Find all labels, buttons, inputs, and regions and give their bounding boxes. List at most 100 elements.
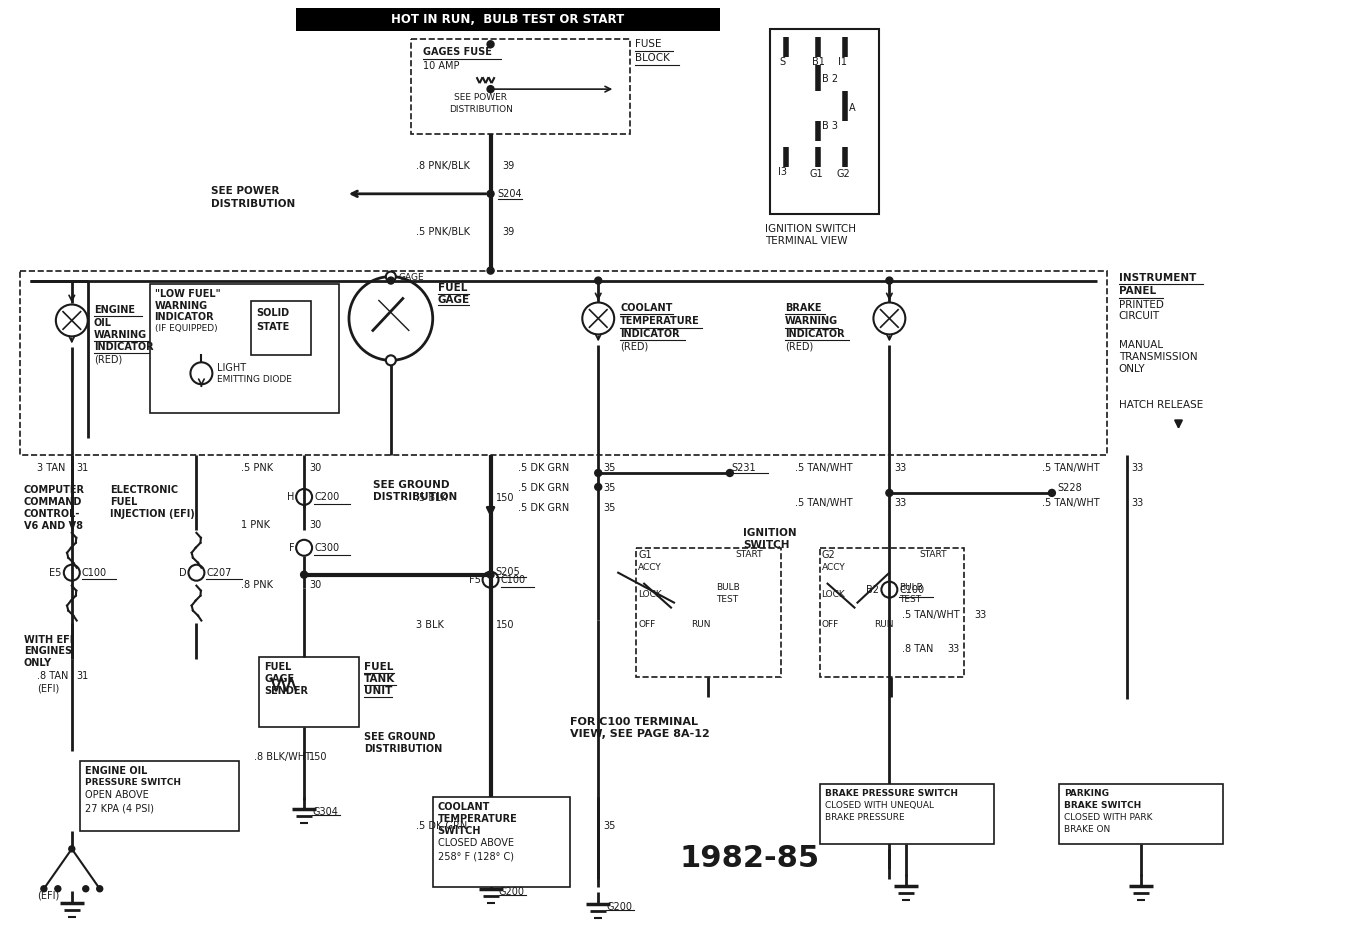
- Text: CONTROL-: CONTROL-: [24, 509, 80, 519]
- Text: SEE POWER: SEE POWER: [212, 186, 280, 196]
- Text: .5 DK GRN: .5 DK GRN: [519, 503, 570, 512]
- Text: WARNING: WARNING: [155, 300, 208, 311]
- Circle shape: [54, 885, 61, 892]
- Text: SWITCH: SWITCH: [437, 826, 481, 836]
- Text: 30: 30: [310, 463, 322, 473]
- Text: .5 DK GRN: .5 DK GRN: [519, 483, 570, 493]
- Text: 150: 150: [496, 620, 515, 629]
- Text: INDICATOR: INDICATOR: [94, 342, 153, 352]
- Text: EMITTING DIODE: EMITTING DIODE: [217, 375, 292, 384]
- Text: GAGE: GAGE: [437, 295, 470, 304]
- Text: .5 TAN/WHT: .5 TAN/WHT: [1042, 498, 1100, 508]
- Circle shape: [387, 277, 394, 284]
- Text: TEST: TEST: [899, 594, 922, 604]
- Text: BULB: BULB: [716, 583, 740, 592]
- Text: G1: G1: [809, 169, 823, 179]
- Text: A: A: [849, 103, 856, 113]
- Circle shape: [595, 469, 602, 477]
- Text: UNIT: UNIT: [364, 687, 392, 696]
- Text: COMMAND: COMMAND: [24, 497, 83, 507]
- Text: DISTRIBUTION: DISTRIBUTION: [364, 744, 443, 755]
- Text: (EFI): (EFI): [37, 891, 60, 901]
- Bar: [770, 29, 880, 214]
- Text: ENGINE: ENGINE: [94, 305, 134, 316]
- Text: V6 AND V8: V6 AND V8: [24, 521, 83, 531]
- Text: BRAKE PRESSURE SWITCH: BRAKE PRESSURE SWITCH: [824, 789, 957, 798]
- Text: RUN: RUN: [875, 620, 894, 628]
- Text: G2: G2: [822, 550, 835, 560]
- Text: 33: 33: [1131, 463, 1143, 473]
- Bar: [410, 40, 630, 134]
- Text: 3 BLK: 3 BLK: [416, 620, 444, 629]
- Text: WITH EFI: WITH EFI: [24, 635, 73, 644]
- Text: C100: C100: [81, 568, 107, 577]
- Circle shape: [83, 885, 88, 892]
- Text: G200: G200: [498, 886, 524, 897]
- Text: S205: S205: [496, 567, 520, 577]
- Text: BULB: BULB: [899, 583, 923, 592]
- Text: INDICATOR: INDICATOR: [621, 330, 680, 339]
- Text: ACCY: ACCY: [638, 562, 661, 572]
- Circle shape: [386, 271, 395, 282]
- Text: OFF: OFF: [638, 620, 656, 628]
- Text: 33: 33: [895, 498, 907, 508]
- Circle shape: [595, 277, 602, 284]
- Text: 39: 39: [502, 227, 515, 236]
- Text: SEE GROUND: SEE GROUND: [373, 480, 449, 490]
- Circle shape: [488, 571, 494, 578]
- Text: S231: S231: [732, 463, 756, 473]
- Text: 30: 30: [310, 520, 322, 529]
- Text: D: D: [179, 568, 186, 577]
- Text: INJECTION (EFI): INJECTION (EFI): [110, 509, 194, 519]
- Text: TEMPERATURE: TEMPERATURE: [437, 814, 517, 824]
- Text: SEE POWER: SEE POWER: [454, 93, 507, 102]
- Text: BRAKE SWITCH: BRAKE SWITCH: [1063, 801, 1141, 810]
- Text: .8 PNK: .8 PNK: [242, 579, 273, 590]
- Text: .5 DK GRN: .5 DK GRN: [519, 463, 570, 473]
- Text: E5: E5: [49, 568, 62, 577]
- Circle shape: [69, 846, 75, 852]
- Text: 35: 35: [603, 503, 615, 512]
- Text: B2: B2: [866, 585, 880, 594]
- Text: FUSE: FUSE: [636, 40, 661, 49]
- Text: HOT IN RUN,  BULB TEST OR START: HOT IN RUN, BULB TEST OR START: [391, 13, 625, 25]
- Text: 33: 33: [1131, 498, 1143, 508]
- Circle shape: [595, 483, 602, 491]
- Text: TEST: TEST: [716, 594, 737, 604]
- Text: INSTRUMENT: INSTRUMENT: [1119, 272, 1196, 283]
- Text: 35: 35: [603, 463, 615, 473]
- Text: TERMINAL VIEW: TERMINAL VIEW: [765, 236, 847, 246]
- Text: RUN: RUN: [691, 620, 710, 628]
- Bar: [80, 761, 239, 831]
- Text: TRANSMISSION: TRANSMISSION: [1119, 352, 1198, 363]
- Text: .5 DK GRN: .5 DK GRN: [416, 821, 467, 831]
- Circle shape: [488, 41, 494, 48]
- Text: OFF: OFF: [822, 620, 839, 628]
- Bar: [820, 784, 994, 844]
- Text: F: F: [288, 543, 295, 553]
- Text: .5 PNK: .5 PNK: [242, 463, 273, 473]
- Text: "LOW FUEL": "LOW FUEL": [155, 288, 220, 299]
- Text: 35: 35: [603, 821, 615, 831]
- Circle shape: [488, 268, 494, 274]
- Text: (RED): (RED): [94, 354, 122, 365]
- Text: 33: 33: [948, 644, 960, 655]
- Text: (RED): (RED): [785, 341, 813, 351]
- Text: CLOSED ABOVE: CLOSED ABOVE: [437, 838, 513, 848]
- Circle shape: [727, 469, 733, 477]
- Text: COOLANT: COOLANT: [621, 303, 672, 314]
- Circle shape: [1048, 490, 1055, 496]
- Text: .5 TAN/WHT: .5 TAN/WHT: [794, 463, 853, 473]
- Text: FOR C100 TERMINAL: FOR C100 TERMINAL: [570, 717, 698, 727]
- Text: ENGINES: ENGINES: [24, 646, 72, 657]
- Text: HATCH RELEASE: HATCH RELEASE: [1119, 400, 1203, 410]
- Text: VIEW, SEE PAGE 8A-12: VIEW, SEE PAGE 8A-12: [570, 729, 710, 739]
- Text: ELECTRONIC: ELECTRONIC: [110, 485, 178, 495]
- Text: 1 PNK: 1 PNK: [242, 520, 270, 529]
- Bar: [149, 284, 340, 414]
- Text: F5: F5: [469, 575, 481, 585]
- Text: B 3: B 3: [822, 121, 838, 131]
- Text: 31: 31: [77, 672, 90, 681]
- Bar: [20, 270, 1107, 455]
- Bar: [1059, 784, 1224, 844]
